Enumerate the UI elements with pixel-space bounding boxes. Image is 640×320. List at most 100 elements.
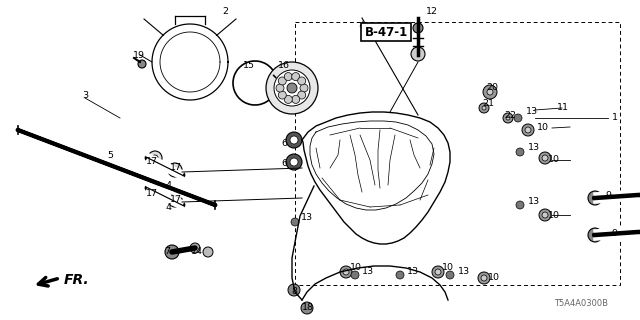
Text: 5: 5 [107,150,113,159]
Text: 9: 9 [611,229,617,238]
Circle shape [286,154,302,170]
Text: 17: 17 [170,196,182,204]
Text: 6: 6 [281,139,287,148]
Circle shape [503,113,513,123]
Circle shape [190,243,200,253]
Text: 10: 10 [488,274,500,283]
Circle shape [435,269,441,275]
Circle shape [542,212,548,218]
Circle shape [340,266,352,278]
Circle shape [148,181,162,195]
Text: 19: 19 [133,51,145,60]
Circle shape [168,163,182,177]
Text: 13: 13 [528,197,540,206]
Text: 17: 17 [170,164,182,172]
Text: T5A4A0300B: T5A4A0300B [554,299,608,308]
Text: 10: 10 [537,123,549,132]
Text: 7: 7 [164,247,170,257]
Circle shape [290,158,298,166]
Circle shape [411,47,425,61]
Circle shape [266,62,318,114]
Circle shape [148,151,162,165]
Circle shape [292,73,300,81]
Circle shape [343,269,349,275]
Text: 10: 10 [548,156,560,164]
Circle shape [413,23,423,33]
Circle shape [290,136,298,144]
Circle shape [506,116,510,120]
Text: 13: 13 [362,268,374,276]
Circle shape [172,167,178,173]
Text: 14: 14 [191,247,203,257]
Text: B-47-1: B-47-1 [364,26,408,38]
Text: 22: 22 [504,110,516,119]
Text: 18: 18 [302,303,314,313]
Circle shape [152,185,158,191]
Circle shape [292,95,300,103]
Circle shape [288,284,300,296]
Circle shape [588,191,602,205]
Circle shape [172,197,178,203]
Circle shape [539,152,551,164]
Circle shape [514,114,522,122]
Text: 13: 13 [526,108,538,116]
Circle shape [487,89,493,95]
Circle shape [291,218,299,226]
Circle shape [298,91,306,99]
Circle shape [203,247,213,257]
Text: 4: 4 [165,204,171,212]
Text: 10: 10 [442,263,454,273]
Text: 6: 6 [281,158,287,167]
Circle shape [274,70,310,106]
Text: 9: 9 [605,190,611,199]
Text: 11: 11 [557,103,569,113]
Circle shape [286,132,302,148]
Text: 10: 10 [350,263,362,273]
Text: FR.: FR. [64,273,90,287]
Text: 13: 13 [528,143,540,153]
Circle shape [165,245,179,259]
Text: 4: 4 [165,180,171,189]
Text: 10: 10 [548,211,560,220]
Circle shape [525,127,531,133]
Text: 15: 15 [243,61,255,70]
Circle shape [478,272,490,284]
Circle shape [588,228,602,242]
Circle shape [278,77,286,85]
Circle shape [481,275,487,281]
Text: 13: 13 [458,268,470,276]
Circle shape [278,91,286,99]
Text: 20: 20 [486,84,498,92]
Text: 17: 17 [146,189,158,198]
Circle shape [483,85,497,99]
Circle shape [301,302,313,314]
Text: 3: 3 [82,92,88,100]
Circle shape [542,155,548,161]
Text: 16: 16 [278,61,290,70]
Circle shape [276,84,284,92]
Text: 2: 2 [222,7,228,17]
Text: 8: 8 [291,287,297,297]
Circle shape [479,103,489,113]
Circle shape [522,124,534,136]
Circle shape [482,106,486,110]
Text: 21: 21 [482,100,494,108]
Circle shape [152,155,158,161]
Bar [295,22,620,285]
Text: 17: 17 [146,157,158,166]
Circle shape [284,73,292,81]
Circle shape [300,84,308,92]
Circle shape [516,148,524,156]
Text: 12: 12 [426,7,438,17]
Text: 1: 1 [612,114,618,123]
Circle shape [351,271,359,279]
Circle shape [287,83,297,93]
Circle shape [138,60,146,68]
Text: 13: 13 [301,213,313,222]
Circle shape [432,266,444,278]
Circle shape [396,271,404,279]
Circle shape [516,201,524,209]
Circle shape [446,271,454,279]
Circle shape [539,209,551,221]
Text: 13: 13 [407,268,419,276]
